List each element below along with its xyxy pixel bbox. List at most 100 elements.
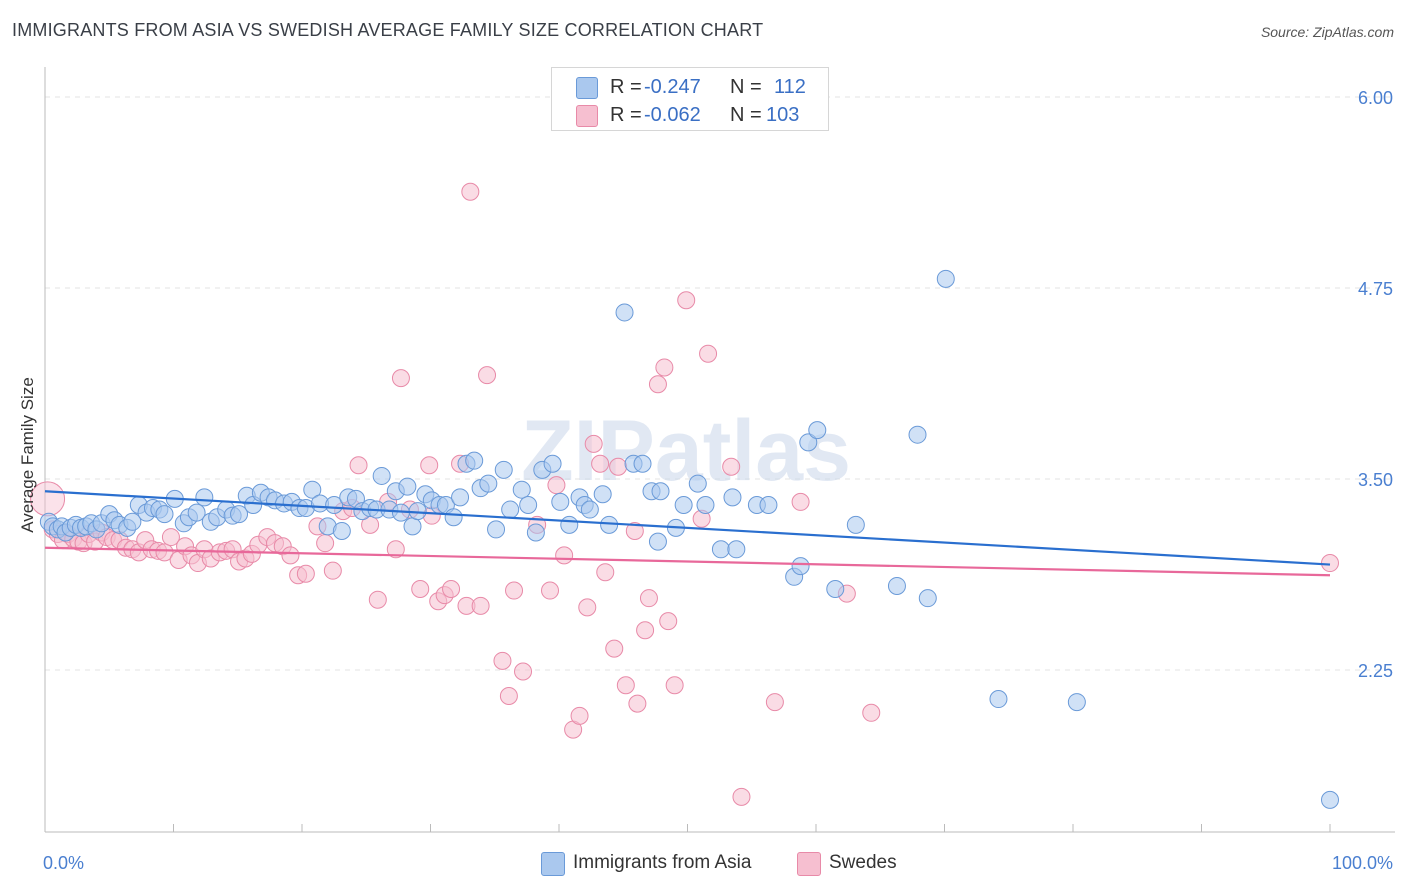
swedes-point-61 — [471, 596, 490, 615]
asia-point-103 — [887, 576, 906, 595]
swedes-point-62 — [478, 366, 497, 385]
asia-point-68 — [487, 520, 506, 539]
swedes-point-46 — [349, 456, 368, 475]
asia-point-94 — [723, 488, 742, 507]
asia-point-31 — [230, 505, 249, 524]
asia-point-85 — [633, 454, 652, 473]
y-tick-label-1: 4.75 — [1358, 279, 1393, 299]
swedes-point-97 — [636, 621, 655, 640]
asia-point-108 — [1321, 790, 1339, 809]
watermark: ZIPatlas — [521, 403, 851, 499]
legend-row-swedes: R = -0.062 N = 103 — [552, 100, 828, 130]
swedes-point-82 — [655, 358, 674, 377]
swedes-point-90 — [791, 492, 810, 511]
swedes-point-53 — [411, 580, 430, 599]
asia-point-16 — [123, 512, 142, 531]
swedes-point-21 — [161, 528, 180, 547]
swedes-point-63 — [493, 651, 512, 670]
legend-n-value: 112 — [774, 76, 806, 98]
asia-point-45 — [332, 521, 351, 540]
asia-point-70 — [501, 500, 520, 519]
swedes-point-86 — [699, 344, 718, 363]
asia-point-92 — [696, 495, 715, 514]
asia-point-76 — [551, 492, 570, 511]
asia-point-99 — [799, 433, 818, 452]
swedes-point-20 — [155, 543, 174, 562]
asia-point-62 — [444, 508, 463, 527]
y-tick-label-3: 2.25 — [1358, 661, 1393, 681]
asia-point-51 — [372, 466, 391, 485]
asia-point-67 — [479, 474, 498, 493]
asia-point-73 — [526, 523, 545, 542]
asia-point-107 — [1067, 693, 1086, 712]
legend-row-asia: R = -0.247 N = 112 — [552, 72, 828, 102]
swedes-point-66 — [514, 662, 533, 681]
swedes-point-69 — [547, 476, 566, 495]
asia-point-71 — [512, 480, 531, 499]
asia-point-26 — [195, 488, 214, 507]
trend-line-swedes — [44, 546, 1331, 577]
asia-point-80 — [580, 500, 599, 519]
asia-point-96 — [759, 495, 778, 514]
swedes-point-76 — [596, 563, 615, 582]
asia-point-44 — [325, 495, 344, 514]
x-tick-label-1: 100.0% — [1332, 853, 1393, 873]
swedes-point-93 — [1321, 554, 1339, 573]
asia-point-109 — [936, 269, 955, 288]
y-tick-labels: 6.00 4.75 3.50 2.25 — [1358, 88, 1393, 681]
legend-swatch-blue — [576, 77, 598, 99]
asia-point-110 — [727, 540, 746, 559]
swedes-point-92 — [862, 703, 881, 722]
swedes-point-95 — [625, 521, 644, 540]
legend-n-label: N = — [730, 76, 762, 98]
legend-label: Swedes — [829, 852, 897, 873]
source-credit: Source: ZipAtlas.com — [1260, 24, 1394, 40]
x-tick-label-0: 0.0% — [43, 853, 84, 873]
legend-r-value: -0.062 — [644, 104, 701, 126]
legend-swatch-blue — [541, 852, 565, 876]
trend-line-asia — [44, 490, 1331, 566]
swedes-point-72 — [570, 706, 589, 725]
swedes-point-48 — [368, 590, 387, 609]
swedes-point-73 — [578, 598, 597, 617]
asia-point-41 — [303, 480, 322, 499]
axes — [44, 67, 1395, 833]
swedes-point-94 — [659, 612, 678, 631]
chart-title: IMMIGRANTS FROM ASIA VS SWEDISH AVERAGE … — [12, 20, 764, 40]
asia-point-21 — [155, 505, 174, 524]
legend-r-label: R = — [610, 104, 642, 126]
legend-n-label: N = — [730, 104, 762, 126]
legend-n-value: 103 — [766, 104, 800, 126]
asia-point-104 — [908, 425, 927, 444]
grid-lines — [45, 96, 1395, 671]
asia-point-98 — [791, 557, 810, 576]
asia-point-56 — [403, 517, 422, 536]
swedes-point-88 — [732, 787, 751, 806]
swedes-point-38 — [281, 546, 300, 565]
swedes-point-42 — [316, 534, 335, 553]
legend-swatch-pink — [797, 852, 821, 876]
swedes-point-83 — [665, 676, 684, 695]
asia-point-75 — [543, 454, 562, 473]
swedes-point-64 — [499, 686, 518, 705]
asia-point-100 — [808, 421, 827, 440]
asia-point-65 — [465, 451, 484, 470]
asia-point-93 — [711, 540, 730, 559]
asia-point-77 — [560, 515, 579, 534]
asia-point-81 — [593, 485, 612, 504]
y-tick-label-2: 3.50 — [1358, 470, 1393, 490]
swedes-point-50 — [386, 540, 405, 559]
asia-point-106 — [989, 690, 1008, 709]
asia-point-91 — [688, 474, 707, 493]
asia-point-55 — [398, 477, 417, 496]
swedes-point-78 — [616, 676, 635, 695]
swedes-point-77 — [605, 639, 624, 658]
y-axis-label: Average Family Size — [18, 377, 37, 533]
asia-point-72 — [519, 495, 538, 514]
asia-point-101 — [826, 580, 845, 599]
asia-point-105 — [918, 589, 937, 608]
swedes-point-68 — [541, 581, 560, 600]
swedes-point-87 — [722, 457, 741, 476]
swedes-point-51 — [391, 369, 410, 388]
